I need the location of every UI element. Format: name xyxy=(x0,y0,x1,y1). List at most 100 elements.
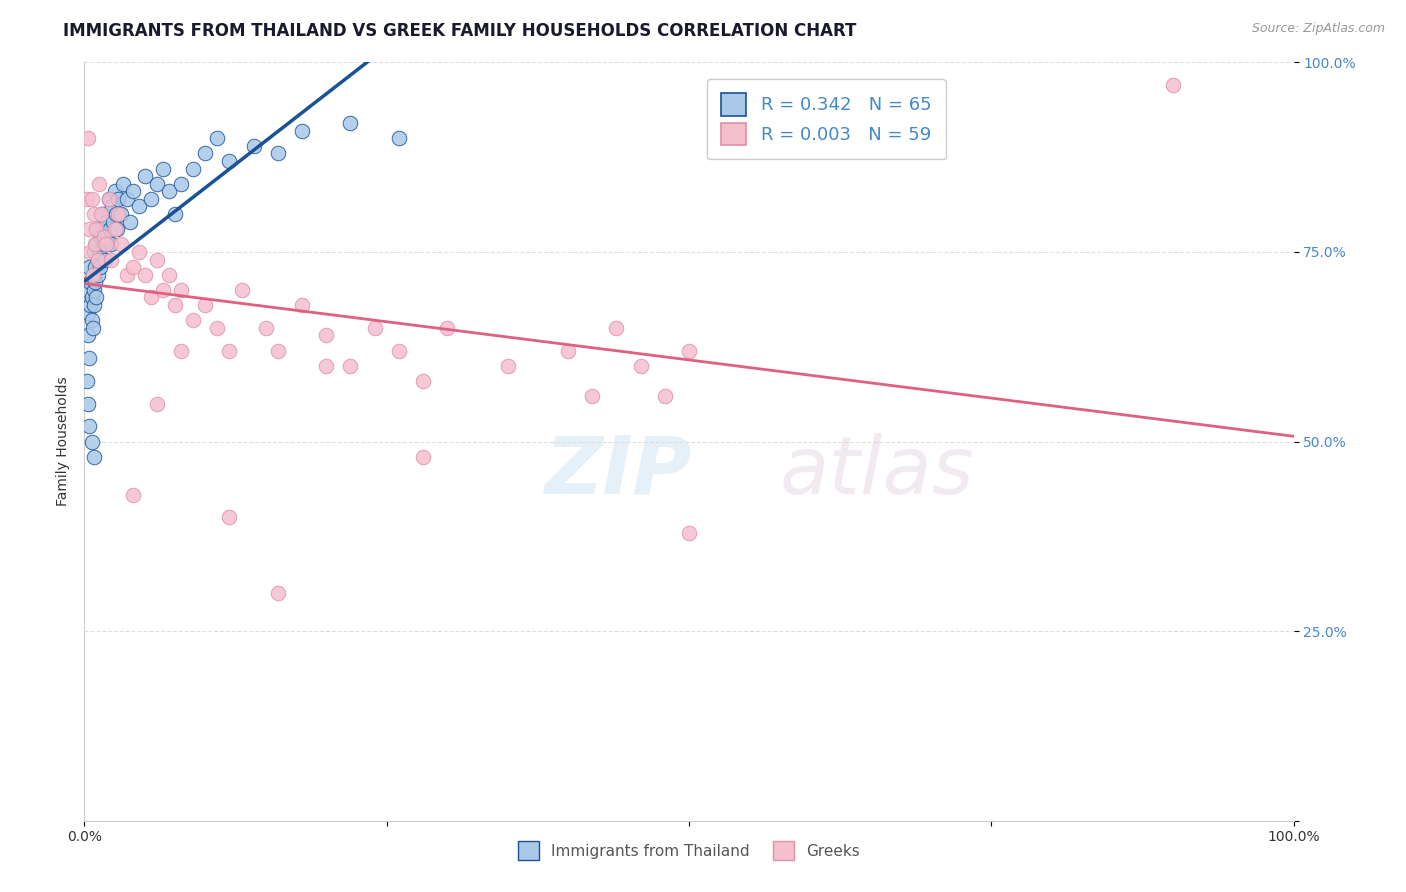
Point xyxy=(82,268,104,282)
Point xyxy=(134,169,156,184)
Point xyxy=(134,268,156,282)
Point xyxy=(339,359,361,373)
Point xyxy=(91,207,114,221)
Point xyxy=(254,320,277,334)
Point xyxy=(181,313,204,327)
Legend: Immigrants from Thailand, Greeks: Immigrants from Thailand, Greeks xyxy=(512,835,866,866)
Point xyxy=(207,320,229,334)
Point xyxy=(128,244,150,259)
Point xyxy=(146,396,169,410)
Point xyxy=(115,192,138,206)
Point xyxy=(77,260,100,275)
Point xyxy=(98,222,121,236)
Point xyxy=(77,351,100,366)
Point xyxy=(605,320,627,334)
Point xyxy=(496,359,519,373)
Point xyxy=(77,305,100,319)
Point xyxy=(678,343,700,358)
Point xyxy=(103,214,125,228)
Point xyxy=(79,275,101,289)
Point xyxy=(82,268,104,282)
Point xyxy=(339,116,361,130)
Point xyxy=(157,268,180,282)
Point xyxy=(152,283,174,297)
Point xyxy=(83,450,105,464)
Point xyxy=(218,510,240,524)
Point xyxy=(291,298,314,312)
Point xyxy=(436,320,458,334)
Point xyxy=(121,487,143,501)
Point xyxy=(315,328,337,343)
Point xyxy=(97,192,120,206)
Point xyxy=(86,291,108,305)
Text: IMMIGRANTS FROM THAILAND VS GREEK FAMILY HOUSEHOLDS CORRELATION CHART: IMMIGRANTS FROM THAILAND VS GREEK FAMILY… xyxy=(63,22,856,40)
Point xyxy=(80,313,103,327)
Point xyxy=(194,298,217,312)
Point xyxy=(79,244,101,259)
Point xyxy=(105,222,128,236)
Point xyxy=(76,283,98,297)
Point xyxy=(82,320,104,334)
Point xyxy=(170,177,193,191)
Point xyxy=(581,389,603,403)
Point xyxy=(104,207,127,221)
Point xyxy=(557,343,579,358)
Point xyxy=(86,252,108,267)
Point xyxy=(146,177,169,191)
Point xyxy=(630,359,652,373)
Point xyxy=(87,177,110,191)
Point xyxy=(96,229,118,244)
Point xyxy=(104,184,127,198)
Point xyxy=(120,214,142,228)
Point xyxy=(107,192,129,206)
Point xyxy=(93,237,115,252)
Text: Source: ZipAtlas.com: Source: ZipAtlas.com xyxy=(1251,22,1385,36)
Point xyxy=(84,260,107,275)
Point xyxy=(412,374,434,388)
Point xyxy=(110,237,132,252)
Point xyxy=(157,184,180,198)
Point xyxy=(86,237,108,252)
Point xyxy=(80,291,103,305)
Point xyxy=(231,283,253,297)
Point xyxy=(115,268,138,282)
Point xyxy=(86,268,108,282)
Point xyxy=(194,146,217,161)
Point xyxy=(267,343,290,358)
Point xyxy=(218,153,240,168)
Point xyxy=(84,275,107,289)
Point xyxy=(121,260,143,275)
Point xyxy=(86,222,108,236)
Point xyxy=(83,298,105,312)
Point xyxy=(128,199,150,213)
Point xyxy=(94,252,117,267)
Point xyxy=(388,343,411,358)
Point xyxy=(84,237,107,252)
Point xyxy=(146,252,169,267)
Point xyxy=(104,222,127,236)
Point xyxy=(87,244,110,259)
Point xyxy=(152,161,174,176)
Point xyxy=(77,131,100,145)
Point xyxy=(181,161,204,176)
Point xyxy=(110,207,132,221)
Point xyxy=(86,252,108,267)
Point xyxy=(83,283,105,297)
Point xyxy=(100,237,122,252)
Point xyxy=(77,396,100,410)
Point xyxy=(100,252,122,267)
Point xyxy=(139,192,162,206)
Point xyxy=(170,283,193,297)
Point xyxy=(291,123,314,137)
Point xyxy=(412,450,434,464)
Point xyxy=(76,374,98,388)
Point xyxy=(89,260,111,275)
Point xyxy=(83,244,105,259)
Point xyxy=(79,298,101,312)
Y-axis label: Family Households: Family Households xyxy=(56,376,70,507)
Point xyxy=(80,192,103,206)
Point xyxy=(90,229,112,244)
Point xyxy=(1161,78,1184,92)
Point xyxy=(678,525,700,540)
Point xyxy=(94,237,117,252)
